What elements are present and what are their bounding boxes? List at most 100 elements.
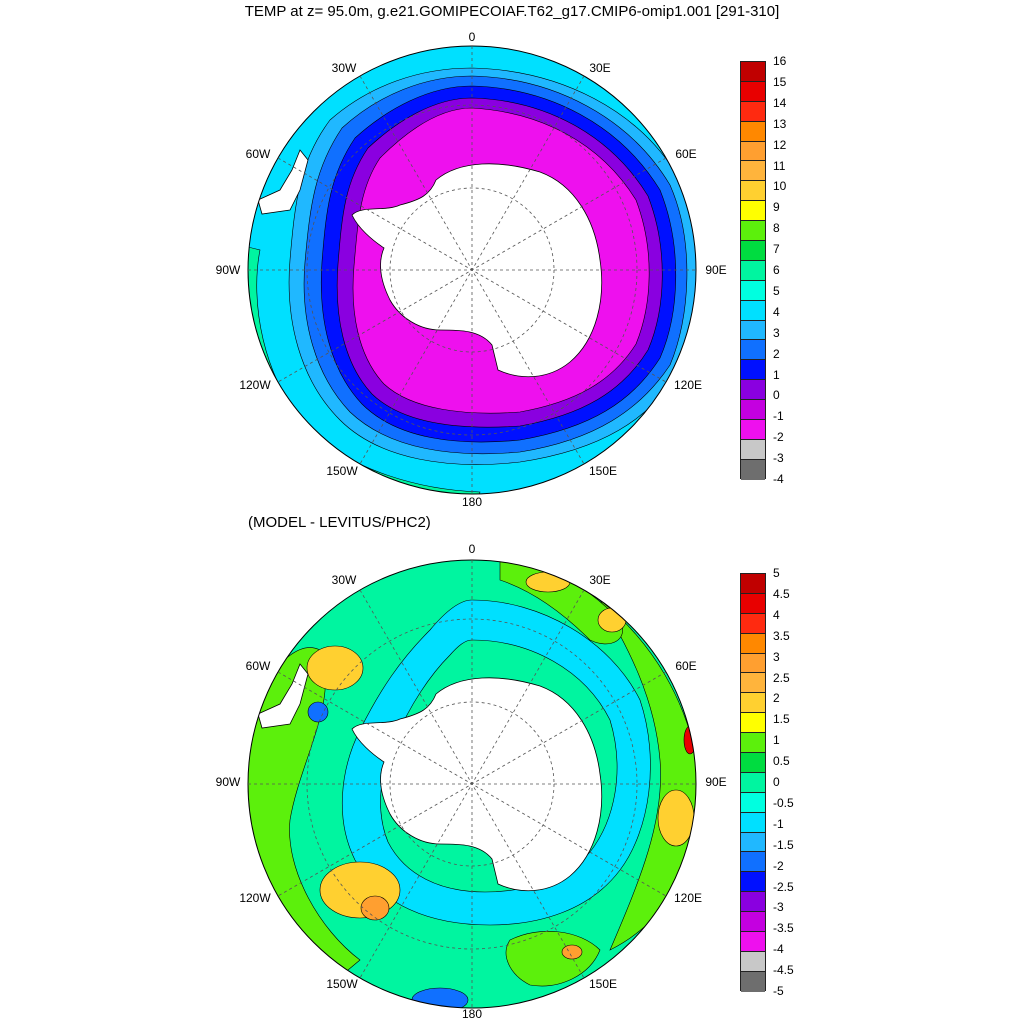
bottom-hot-patch: [683, 725, 696, 755]
top-colorbar-tick-label: 16: [773, 54, 787, 68]
top-lon-label-120w: 120W: [239, 378, 271, 392]
top-colorbar-tick-label: 0: [773, 388, 780, 403]
bottom-yellow-patch-3: [657, 789, 695, 847]
top-colorbar: [740, 61, 766, 480]
top-colorbar-tick-label: 14: [773, 95, 787, 110]
bottom-colorbar-tick-label: -0.5: [773, 795, 794, 810]
bottom-colorbar-tick-label: 1: [773, 733, 780, 748]
bottom-lon-label-150e: 150E: [588, 977, 618, 991]
bottom-colorbar-tick-label: 4: [773, 607, 780, 622]
bottom-lon-label-120w: 120W: [239, 891, 271, 905]
top-colorbar-tick-label: -1: [773, 409, 784, 424]
bottom-colorbar-swatch: [741, 792, 765, 813]
top-colorbar-swatch: [741, 280, 765, 301]
bottom-grid: [248, 560, 696, 1008]
bottom-yellow-patch-4: [525, 571, 571, 593]
bottom-lon-label-120e: 120E: [673, 891, 703, 905]
top-lon-label-60e: 60E: [675, 147, 697, 161]
bottom-colorbar-swatch: [741, 633, 765, 654]
top-colorbar-swatch: [741, 260, 765, 281]
bottom-colorbar-tick-label: 3: [773, 649, 780, 664]
bottom-yellow-patch-5: [597, 607, 627, 633]
top-lon-label-0: 0: [468, 30, 476, 44]
bottom-lon-label-30w: 30W: [331, 573, 357, 587]
bottom-lon-label-90w: 90W: [215, 775, 241, 789]
top-lon-label-30e: 30E: [589, 61, 611, 75]
top-colorbar-tick-label: 4: [773, 304, 780, 319]
top-colorbar-tick-label: 12: [773, 137, 787, 152]
bottom-south-america: [257, 663, 309, 729]
top-colorbar-tick-label: 3: [773, 325, 780, 340]
plot-title: TEMP at z= 95.0m, g.e21.GOMIPECOIAF.T62_…: [244, 3, 780, 20]
top-temperature-map: [248, 46, 696, 494]
top-colorbar-tick-label: 10: [773, 179, 787, 194]
bottom-colorbar: [740, 573, 766, 992]
top-south-america: [257, 149, 309, 215]
bottom-colorbar-tick-label: -4: [773, 942, 784, 957]
top-colorbar-tick-label: -4: [773, 472, 784, 486]
top-colorbar-swatch: [741, 101, 765, 122]
top-colorbar-tick-label: 1: [773, 367, 780, 382]
bottom-colorbar-tick-label: -2: [773, 858, 784, 873]
bottom-colorbar-swatch: [741, 812, 765, 833]
top-colorbar-tick-label: 9: [773, 200, 780, 215]
bottom-orange-patch-2: [561, 944, 583, 960]
bottom-colorbar-tick-label: 5: [773, 566, 780, 580]
bottom-colorbar-tick-label: -1: [773, 816, 784, 831]
top-colorbar-swatch: [741, 221, 765, 242]
top-colorbar-swatch: [741, 400, 765, 421]
top-colorbar-swatch: [741, 439, 765, 460]
bottom-colorbar-tick-label: -4.5: [773, 963, 794, 978]
top-grid: [248, 46, 696, 494]
top-colorbar-swatch: [741, 62, 765, 82]
bottom-cold-patch-2: [411, 987, 469, 1008]
bottom-lon-label-150w: 150W: [326, 977, 358, 991]
top-colorbar-swatch: [741, 121, 765, 142]
bottom-colorbar-tick-label: -5: [773, 984, 784, 998]
bottom-colorbar-swatch: [741, 593, 765, 614]
bottom-colorbar-tick-label: -1.5: [773, 837, 794, 852]
bottom-colorbar-tick-label: -3: [773, 900, 784, 915]
bottom-colorbar-tick-label: 1.5: [773, 712, 790, 727]
top-colorbar-swatch: [741, 141, 765, 162]
top-colorbar-swatch: [741, 181, 765, 202]
top-colorbar-tick-label: 11: [773, 158, 786, 173]
top-colorbar-tick-label: 7: [773, 242, 780, 257]
bottom-colorbar-tick-label: 0: [773, 775, 780, 789]
bottom-colorbar-swatch: [741, 693, 765, 714]
top-colorbar-swatch: [741, 360, 765, 381]
top-lon-label-120e: 120E: [673, 378, 703, 392]
bottom-lon-label-60e: 60E: [675, 659, 697, 673]
bottom-colorbar-tick-label: -2.5: [773, 879, 794, 894]
top-colorbar-swatch: [741, 201, 765, 222]
top-colorbar-tick-label: 5: [773, 283, 780, 298]
bottom-colorbar-swatch: [741, 872, 765, 893]
top-colorbar-swatch: [741, 161, 765, 182]
bottom-colorbar-swatch: [741, 673, 765, 694]
bottom-colorbar-swatch: [741, 971, 765, 992]
bottom-warm-south: [505, 931, 601, 987]
bottom-colorbar-swatch: [741, 772, 765, 793]
bottom-colorbar-swatch: [741, 613, 765, 634]
bottom-colorbar-swatch: [741, 892, 765, 913]
bottom-colorbar-swatch: [741, 932, 765, 952]
top-lon-label-90e: 90E: [705, 263, 727, 277]
bottom-colorbar-swatch: [741, 753, 765, 773]
bottom-colorbar-swatch: [741, 713, 765, 734]
bottom-colorbar-tick-label: 0.5: [773, 754, 790, 769]
top-colorbar-tick-label: 15: [773, 74, 787, 89]
bottom-colorbar-tick-label: 3.5: [773, 628, 790, 643]
bottom-colorbar-swatch: [741, 832, 765, 853]
bottom-colorbar-tick-label: 4.5: [773, 586, 790, 601]
top-lon-label-150e: 150E: [588, 464, 618, 478]
top-colorbar-tick-label: 8: [773, 221, 780, 236]
bottom-colorbar-swatch: [741, 852, 765, 873]
bottom-yellow-patch-1: [306, 645, 364, 691]
bottom-lon-label-90e: 90E: [705, 775, 727, 789]
bottom-colorbar-swatch: [741, 951, 765, 972]
top-colorbar-swatch: [741, 241, 765, 261]
bottom-orange-patch-1: [360, 895, 390, 921]
top-colorbar-tick-label: 6: [773, 263, 780, 277]
difference-subtitle: (MODEL - LEVITUS/PHC2): [248, 514, 431, 531]
